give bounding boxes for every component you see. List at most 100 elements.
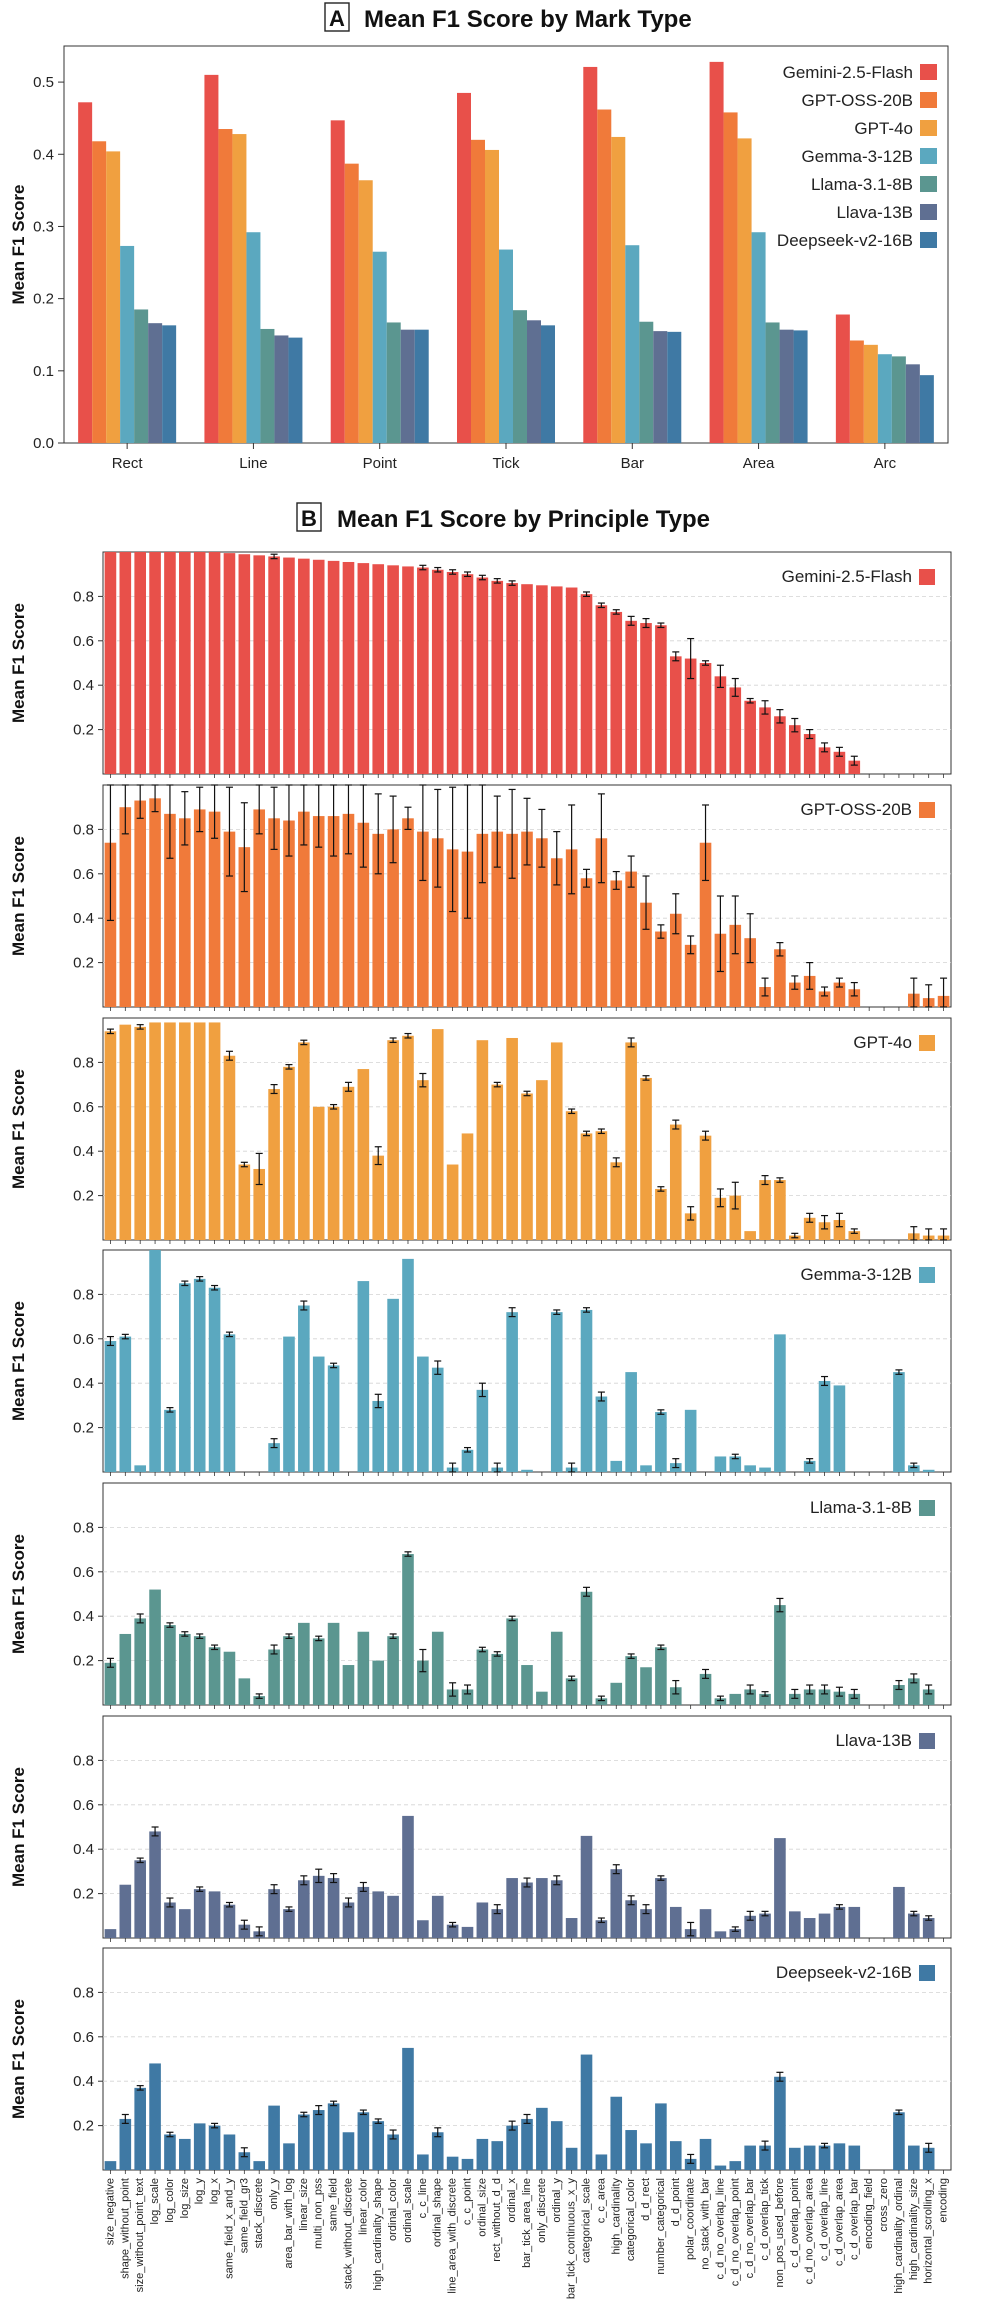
- panel-b-frame: [102, 1249, 952, 1473]
- panel-b-bar: [193, 2123, 206, 2170]
- panel-a-ylabel: Mean F1 Score: [9, 185, 28, 305]
- panel-a-bar: [737, 138, 752, 443]
- panel-b-bar: [506, 833, 518, 1007]
- panel-b-ytick-label: 0.4: [73, 677, 94, 694]
- panel-b-bar: [417, 1080, 429, 1240]
- panel-a-bar: [204, 74, 219, 443]
- panel-b-bar: [655, 1188, 667, 1240]
- panel-b-bar: [714, 676, 727, 774]
- panel-b-bar: [699, 1135, 712, 1240]
- panel-a-bar: [905, 364, 920, 443]
- panel-b-ytick-label: 0.4: [73, 1143, 94, 1160]
- panel-b-bar: [193, 1022, 206, 1240]
- panel-b-bar: [402, 1035, 414, 1240]
- panel-b-bar: [908, 1913, 920, 1938]
- panel-b-legend-label: Gemma-3-12B: [801, 1265, 912, 1284]
- panel-a-legend-label: Gemma-3-12B: [802, 147, 913, 166]
- panel-b-bar: [372, 1400, 385, 1472]
- panel-b-subplot: 0.2 0.4 0.6 0.8 Mean F1 Score Llama-3.1-8B: [9, 1482, 952, 1709]
- panel-b-bar: [164, 813, 176, 1007]
- panel-b-bar: [431, 1367, 444, 1472]
- panel-b-legend-swatch: [919, 802, 935, 818]
- panel-a-ytick-label: 0.4: [33, 146, 54, 163]
- panel-a-bar: [330, 120, 345, 443]
- panel-b-xtick-label: cross_zero: [878, 2178, 890, 2232]
- panel-b-bar: [149, 552, 161, 774]
- panel-b-bar: [818, 1380, 831, 1472]
- panel-b-xtick-label: non_pos_used_before: [774, 2178, 786, 2287]
- panel-b-bar: [402, 2047, 414, 2170]
- panel-a-bar: [541, 325, 555, 443]
- panel-b-bar: [134, 1465, 146, 1472]
- panel-a-legend-label: Gemini-2.5-Flash: [783, 63, 913, 82]
- panel-b-bar: [922, 1689, 935, 1705]
- panel-b-bar: [461, 574, 474, 774]
- panel-b-ytick-label: 0.2: [73, 955, 94, 972]
- panel-b-bar: [104, 1031, 117, 1240]
- panel-b-ytick-label: 0.4: [73, 910, 94, 927]
- panel-b-title-group: B Mean F1 Score by Principle Type: [296, 502, 710, 533]
- panel-a-bar: [667, 331, 682, 443]
- panel-b-ytick-label: 0.6: [73, 1099, 94, 1116]
- panel-b-bar: [506, 1618, 518, 1705]
- panel-b-xtick-label: c_d_overlap_tick: [759, 2178, 771, 2261]
- panel-b-xtick-label: same_field_gr3: [238, 2178, 250, 2253]
- panel-b-legend-label: GPT-OSS-20B: [801, 800, 912, 819]
- panel-b-bar: [387, 565, 399, 774]
- panel-b-legend-label: Llava-13B: [835, 1731, 912, 1750]
- panel-b-bar: [208, 1647, 221, 1705]
- panel-b-bar: [268, 556, 280, 774]
- panel-b-legend-swatch: [919, 1965, 935, 1981]
- panel-b-subplot: 0.2 0.4 0.6 0.8 Mean F1 Score Deepseek-v2-16B: [9, 1947, 952, 2174]
- panel-b-bar: [283, 1909, 295, 1938]
- panel-b-bar: [298, 1880, 310, 1938]
- panel-a-bar: [386, 322, 401, 443]
- panel-a-bar: [148, 323, 163, 443]
- panel-b-bar: [208, 552, 221, 774]
- panel-b-legend-swatch: [919, 1500, 935, 1516]
- panel-b-legend-swatch: [919, 1733, 935, 1749]
- panel-b-xtick-label: stack_discrete: [253, 2178, 265, 2248]
- panel-a-bar: [162, 325, 177, 443]
- panel-b-bar: [521, 831, 533, 1007]
- panel-b-xtick-label: high_cardinality_size: [908, 2178, 920, 2280]
- panel-b-xtick-label: c_d_overlap_bar: [848, 2178, 860, 2260]
- panel-b-bar: [431, 838, 444, 1007]
- panel-b-bar: [759, 987, 771, 1007]
- panel-b-bar: [595, 1920, 608, 1938]
- panel-b-bar: [461, 2158, 474, 2170]
- panel-b-subplot: 0.2 0.4 0.6 0.8 Mean F1 Score Llava-13B: [9, 1715, 952, 1942]
- panel-b-ylabel: Mean F1 Score: [9, 1767, 28, 1887]
- panel-b-ytick-label: 0.2: [73, 1420, 94, 1437]
- panel-a-ytick-label: 0.5: [33, 74, 54, 91]
- panel-b-xtick-label: only_y: [268, 2178, 280, 2210]
- panel-b-bar: [848, 1693, 861, 1705]
- panel-b-bar: [223, 2134, 236, 2170]
- panel-b-bar: [119, 1024, 132, 1240]
- panel-a-bar: [765, 322, 780, 443]
- panel-a-bar: [485, 149, 499, 443]
- panel-b-bar: [312, 559, 325, 774]
- panel-b-bar: [223, 831, 236, 1007]
- panel-b-bar: [640, 623, 652, 774]
- panel-b-badge-box: [296, 502, 322, 532]
- panel-b-bar: [193, 1889, 206, 1938]
- panel-b-bar: [893, 1886, 905, 1938]
- panel-a-bar: [414, 329, 429, 443]
- panel-b-ytick-label: 0.6: [73, 1797, 94, 1814]
- panel-b-ytick-label: 0.8: [73, 1752, 94, 1769]
- panel-b-bar: [788, 1911, 801, 1938]
- panel-a-legend-label: GPT-4o: [854, 119, 913, 138]
- panel-b-legend-label: Deepseek-v2-16B: [776, 1963, 912, 1982]
- panel-a-bar: [457, 92, 471, 443]
- panel-b-bar: [179, 1909, 191, 1938]
- panel-b-bar: [253, 2161, 266, 2170]
- panel-b-bar: [759, 1913, 771, 1938]
- panel-b-ylabel: Mean F1 Score: [9, 603, 28, 723]
- panel-a-bar: [639, 321, 654, 443]
- panel-b-bar: [298, 1622, 310, 1705]
- panel-b-bar: [491, 1909, 504, 1938]
- panel-b-bar: [818, 991, 831, 1007]
- panel-b-legend-swatch: [919, 1267, 935, 1283]
- panel-a-bar: [849, 340, 864, 443]
